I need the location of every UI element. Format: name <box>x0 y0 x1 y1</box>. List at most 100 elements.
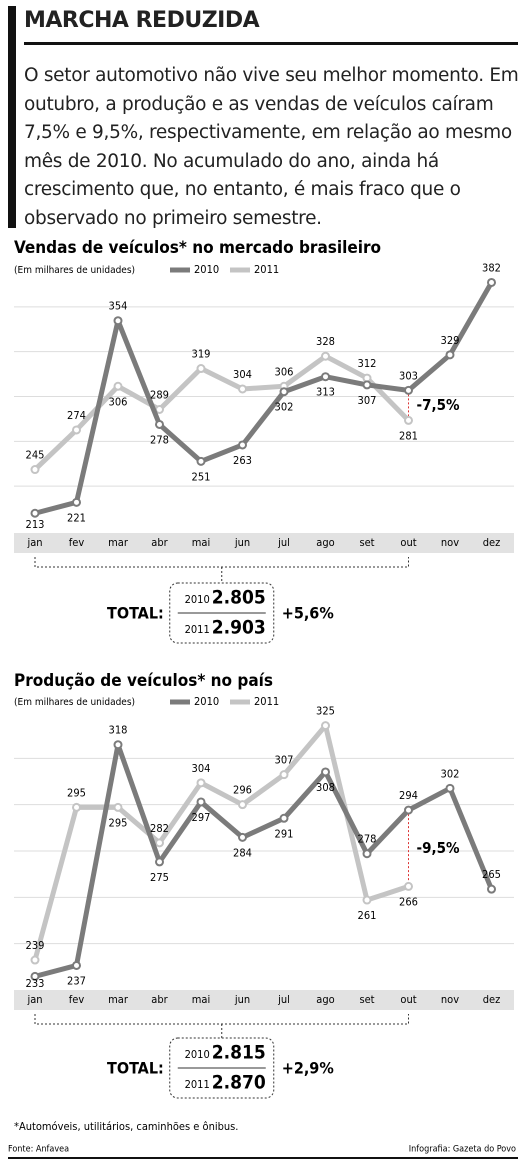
x-tick-label: abr <box>151 993 168 1006</box>
data-point <box>155 857 164 867</box>
data-point <box>362 895 372 905</box>
data-label: 281 <box>399 429 418 442</box>
data-label: 245 <box>26 449 45 462</box>
x-tick-label: set <box>359 993 374 1006</box>
x-tick-label: out <box>400 536 416 549</box>
data-point <box>404 385 413 395</box>
data-point <box>362 849 372 859</box>
data-label: 261 <box>358 909 377 922</box>
data-point <box>445 783 455 793</box>
data-point <box>113 316 123 326</box>
data-label: 328 <box>316 335 335 348</box>
source: Fonte: Anfavea <box>8 1145 69 1155</box>
data-point <box>238 384 247 394</box>
data-point <box>72 802 81 812</box>
x-tick-label: fev <box>69 536 85 549</box>
data-point <box>196 456 206 466</box>
data-point <box>321 351 330 361</box>
x-tick-label: out <box>400 993 416 1006</box>
data-label: 382 <box>482 261 501 274</box>
data-point <box>30 465 40 475</box>
data-label: 282 <box>150 822 169 835</box>
data-label: 289 <box>150 388 169 401</box>
category-band <box>14 533 514 553</box>
data-label: 304 <box>233 368 252 381</box>
data-label: 294 <box>399 789 418 802</box>
data-label: 291 <box>275 827 294 840</box>
data-point <box>72 425 81 435</box>
data-point <box>445 350 455 360</box>
data-point <box>113 802 123 812</box>
data-point <box>30 955 40 965</box>
total-label: TOTAL: <box>107 604 164 623</box>
x-tick-label: jul <box>277 536 290 549</box>
data-label: 302 <box>441 767 460 780</box>
x-tick-label: mar <box>108 536 129 549</box>
data-point <box>238 800 247 810</box>
x-tick-label: nov <box>441 993 459 1006</box>
series-line <box>32 723 410 961</box>
data-point <box>30 508 40 518</box>
chart-title: Produção de veículos* no país <box>14 671 273 691</box>
data-point <box>196 797 206 807</box>
page-title: MARCHA REDUZIDA <box>24 8 260 33</box>
x-tick-label: mai <box>192 536 210 549</box>
annotation: -7,5% <box>417 396 461 414</box>
legend-label: 2011 <box>254 263 279 276</box>
data-label: 274 <box>67 409 86 422</box>
data-label: 354 <box>109 300 128 313</box>
data-point <box>487 277 496 287</box>
total-label: TOTAL: <box>107 1059 164 1078</box>
footnote: *Automóveis, utilitários, caminhões e ôn… <box>14 1120 238 1133</box>
data-label: 318 <box>109 724 128 737</box>
data-point <box>404 805 413 815</box>
total-value: 2.903 <box>212 617 266 639</box>
data-point <box>362 380 372 390</box>
series-line <box>34 281 494 516</box>
data-point <box>72 960 81 970</box>
bracket <box>34 1014 409 1038</box>
legend-label: 2011 <box>254 695 279 708</box>
data-point <box>279 770 289 780</box>
data-point <box>238 440 247 450</box>
data-point <box>321 721 330 731</box>
data-point <box>279 813 289 823</box>
data-label: 319 <box>192 348 211 361</box>
data-point <box>113 381 123 391</box>
total-year: 2011 <box>185 623 210 636</box>
data-label: 221 <box>67 511 86 524</box>
data-point <box>72 497 81 507</box>
data-point <box>196 778 206 788</box>
credit: Infografia: Gazeta do Povo <box>409 1145 516 1155</box>
chart-subtitle: (Em milhares de unidades) <box>14 697 135 708</box>
category-band <box>14 990 514 1010</box>
data-point <box>196 364 206 374</box>
data-label: 239 <box>26 939 45 952</box>
legend-label: 2010 <box>194 263 219 276</box>
data-label: 278 <box>358 833 377 846</box>
data-label: 306 <box>275 365 294 378</box>
total-change: +5,6% <box>282 604 334 623</box>
data-point <box>30 971 40 981</box>
data-label: 251 <box>192 470 211 483</box>
data-label: 307 <box>358 394 377 407</box>
data-label: 307 <box>275 754 294 767</box>
x-tick-label: mar <box>108 993 129 1006</box>
data-label: 302 <box>275 401 294 414</box>
x-tick-label: jul <box>277 993 290 1006</box>
data-point <box>487 884 496 894</box>
total-value: 2.805 <box>212 587 266 609</box>
data-label: 263 <box>233 454 252 467</box>
data-label: 284 <box>233 846 252 859</box>
data-label: 303 <box>399 369 418 382</box>
data-point <box>155 419 164 429</box>
data-label: 329 <box>441 334 460 347</box>
data-point <box>321 767 330 777</box>
data-point <box>321 372 330 382</box>
legend-label: 2010 <box>194 695 219 708</box>
data-label: 297 <box>192 811 211 824</box>
data-point <box>238 832 247 842</box>
intro-text: O setor automotivo não vive seu melhor m… <box>24 65 519 229</box>
